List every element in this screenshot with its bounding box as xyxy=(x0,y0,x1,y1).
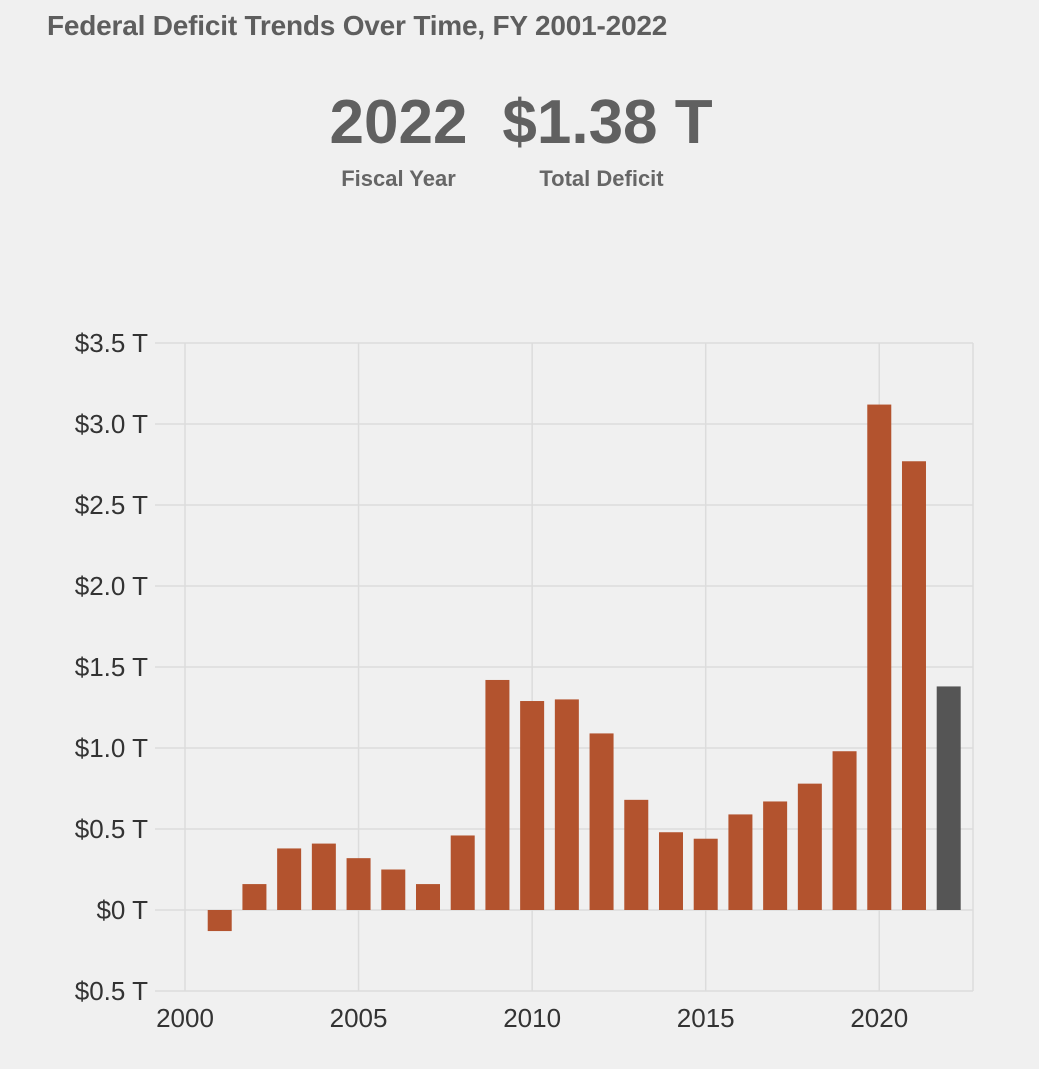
bar-2016[interactable] xyxy=(728,814,753,910)
bar-2007[interactable] xyxy=(415,884,440,910)
bar-2015[interactable] xyxy=(693,838,718,910)
chart-title: Federal Deficit Trends Over Time, FY 200… xyxy=(47,10,668,41)
total-deficit-label: Total Deficit xyxy=(539,166,664,191)
bar-2013[interactable] xyxy=(624,799,649,910)
bar-2008[interactable] xyxy=(450,835,475,910)
y-tick-label: $2.0 T xyxy=(75,571,148,601)
bar-2001[interactable] xyxy=(207,910,232,932)
y-tick-label: $3.0 T xyxy=(75,409,148,439)
y-tick-label: $2.5 T xyxy=(75,490,148,520)
fiscal-year-kpi: 2022 Fiscal Year xyxy=(326,88,471,192)
x-axis-labels: 2000 2005 2010 2015 2020 xyxy=(156,1003,908,1033)
x-tick-label: 2020 xyxy=(850,1003,908,1033)
y-tick-label: $0.5 T xyxy=(75,814,148,844)
y-axis-labels: $3.5 T $3.0 T $2.5 T $2.0 T $1.5 T $1.0 T $0.5… xyxy=(75,328,148,1006)
y-tick-label: $1.5 T xyxy=(75,652,148,682)
x-tick-label: 2015 xyxy=(677,1003,735,1033)
y-tick-label: $3.5 T xyxy=(75,328,148,358)
x-tick-label: 2005 xyxy=(330,1003,388,1033)
bars xyxy=(207,404,961,932)
bar-2014[interactable] xyxy=(658,832,683,910)
bar-2018[interactable] xyxy=(797,783,822,910)
y-tick-label: $0.5 T xyxy=(75,976,148,1006)
bar-2021[interactable] xyxy=(901,461,926,910)
y-tick-label: $0 T xyxy=(96,895,148,925)
bar-2020[interactable] xyxy=(867,404,892,910)
fiscal-year-label: Fiscal Year xyxy=(341,166,456,191)
bar-2009[interactable] xyxy=(485,679,510,910)
bar-2019[interactable] xyxy=(832,751,857,910)
bar-2017[interactable] xyxy=(763,801,788,910)
x-tick-label: 2010 xyxy=(503,1003,561,1033)
bar-2002[interactable] xyxy=(242,884,267,910)
bar-2012[interactable] xyxy=(589,733,614,910)
total-deficit-kpi: $1.38 T Total Deficit xyxy=(500,88,715,192)
fiscal-year-value: 2022 xyxy=(329,88,468,157)
bar-2010[interactable] xyxy=(520,701,545,910)
bar-2005[interactable] xyxy=(346,858,371,910)
bar-2011[interactable] xyxy=(554,699,579,910)
bar-2022[interactable] xyxy=(936,686,961,910)
total-deficit-value: $1.38 T xyxy=(502,88,713,157)
bar-2004[interactable] xyxy=(311,843,336,910)
y-tick-label: $1.0 T xyxy=(75,733,148,763)
bar-2006[interactable] xyxy=(381,869,406,911)
x-tick-label: 2000 xyxy=(156,1003,214,1033)
bar-2003[interactable] xyxy=(277,848,302,910)
